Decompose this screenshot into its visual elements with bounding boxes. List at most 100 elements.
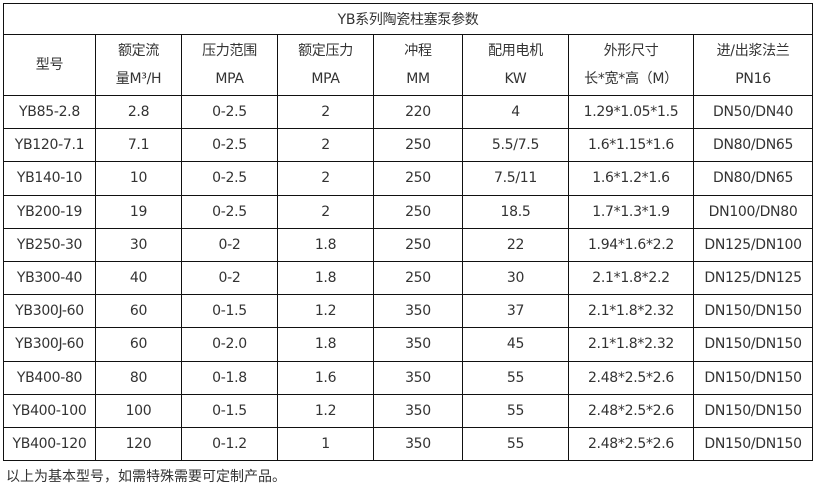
table-cell: YB400-80	[3, 360, 96, 395]
header-line-2: 量M³/H	[115, 71, 162, 87]
table-cell: 55	[462, 426, 569, 462]
table-cell: 120	[95, 426, 182, 462]
table-cell: 10	[95, 161, 182, 196]
table-cell: 0-2.5	[181, 94, 278, 130]
table-cell: 0-2	[181, 260, 278, 296]
table-cell: 60	[95, 294, 182, 329]
table-cell: DN80/DN65	[692, 128, 814, 163]
table-cell: DN150/DN150	[692, 360, 814, 395]
table-row: YB120-7.1 7.1 0-2.5 2 250 5.5/7.5 1.6*1.15*1.6…	[3, 128, 814, 163]
table-cell: 1.7*1.3*1.9	[568, 194, 694, 229]
table-title: YB系列陶瓷柱塞泵参数	[2, 3, 814, 35]
table-cell: 1.8	[277, 227, 374, 262]
table-cell: 100	[95, 393, 182, 428]
table-cell: 60	[95, 327, 182, 362]
column-header: 配用电机 KW	[462, 34, 569, 96]
header-line-2: MM	[406, 71, 430, 87]
table-cell: DN125/DN100	[692, 227, 814, 262]
table-cell: 250	[373, 227, 463, 262]
footnote: 以上为基本型号，如需特殊需要可定制产品。	[6, 469, 286, 485]
table-cell: DN80/DN65	[692, 161, 814, 196]
table-cell: 350	[373, 327, 463, 362]
header-line-1: 额定压力	[298, 43, 353, 59]
table-cell: 350	[373, 426, 463, 462]
table-cell: 0-2.5	[181, 161, 278, 196]
table-row: YB400-120 120 0-1.2 1 350 55 2.48*2.5*2.6 DN150…	[3, 426, 814, 462]
table-row: YB300J-60 60 0-2.0 1.8 350 45 2.1*1.8*2.32 DN15…	[3, 327, 814, 362]
table-cell: 2	[277, 161, 374, 196]
table-cell: 0-2.5	[181, 194, 278, 229]
table-cell: 18.5	[462, 194, 569, 229]
table-cell: 0-1.5	[181, 294, 278, 329]
table-row: YB300-40 40 0-2 1.8 250 30 2.1*1.8*2.2 DN125/DN…	[3, 260, 814, 296]
table-cell: 55	[462, 393, 569, 428]
table-cell: 2.48*2.5*2.6	[568, 426, 694, 462]
table-cell: 7.5/11	[462, 161, 569, 196]
table-cell: YB200-19	[3, 194, 96, 229]
table-row: YB300J-60 60 0-1.5 1.2 350 37 2.1*1.8*2.32 DN15…	[3, 294, 814, 329]
table-cell: YB250-30	[3, 227, 96, 262]
table-cell: DN150/DN150	[692, 393, 814, 428]
table-cell: 2.1*1.8*2.32	[568, 294, 694, 329]
table-cell: DN150/DN150	[692, 294, 814, 329]
column-header: 压力范围 MPA	[181, 34, 278, 96]
table-cell: 250	[373, 128, 463, 163]
table-cell: 1	[277, 426, 374, 462]
table-cell: 2	[277, 128, 374, 163]
table-cell: YB140-10	[3, 161, 96, 196]
column-header: 外形尺寸 长*宽*高（M）	[568, 34, 694, 96]
table-cell: YB400-120	[3, 426, 96, 462]
table-cell: 30	[95, 227, 182, 262]
header-line-1: 压力范围	[202, 43, 257, 59]
table-cell: 1.29*1.05*1.5	[568, 94, 694, 130]
table-cell: 0-1.2	[181, 426, 278, 462]
header-line-1: 型号	[35, 57, 64, 73]
table-cell: 2.8	[95, 94, 182, 130]
table-cell: 4	[462, 94, 569, 130]
table-row: YB400-100 100 0-1.5 1.2 350 55 2.48*2.5*2.6 DN1…	[3, 393, 814, 428]
table-row: YB400-80 80 0-1.8 1.6 350 55 2.48*2.5*2.6 DN150…	[3, 360, 814, 395]
table-cell: 2.48*2.5*2.6	[568, 360, 694, 395]
table-cell: 2	[277, 94, 374, 130]
table-cell: DN150/DN150	[692, 426, 814, 462]
header-line-2: MPA	[215, 71, 244, 87]
table-cell: 80	[95, 360, 182, 395]
table-row: YB85-2.8 2.8 0-2.5 2 220 4 1.29*1.05*1.5 DN50/D…	[3, 94, 814, 130]
header-row: 型号 额定流 量M³/H 压力范围 MPA 额定压力 MPA 冲程 MM 配用电机 KW 外形尺寸 长*…	[3, 34, 814, 96]
table-cell: 40	[95, 260, 182, 296]
column-header: 型号	[3, 34, 96, 96]
table-cell: 0-1.5	[181, 393, 278, 428]
table-cell: 45	[462, 327, 569, 362]
header-line-2: KW	[504, 71, 527, 87]
table-cell: 19	[95, 194, 182, 229]
table-row: YB250-30 30 0-2 1.8 250 22 1.94*1.6*2.2 DN125/D…	[3, 227, 814, 262]
table-cell: 2.48*2.5*2.6	[568, 393, 694, 428]
column-header: 额定流量M³/H	[95, 34, 182, 96]
column-header: 进/出浆法兰 PN16	[692, 34, 814, 96]
table-cell: 350	[373, 393, 463, 428]
table-cell: YB120-7.1	[3, 128, 96, 163]
header-line-1: 额定流	[117, 43, 160, 59]
table-cell: YB85-2.8	[3, 94, 96, 130]
pump-parameters-table: YB系列陶瓷柱塞泵参数 型号 额定流 量M³/H 压力范围 MPA 额定压力 MPA 冲程 MM…	[2, 3, 814, 462]
table-cell: DN150/DN150	[692, 327, 814, 362]
table-cell: YB300J-60	[3, 327, 96, 362]
table-row: YB140-10 10 0-2.5 2 250 7.5/11 1.6*1.2*1.6 DN80…	[3, 161, 814, 196]
table-cell: 1.8	[277, 260, 374, 296]
table-cell: 0-2	[181, 227, 278, 262]
table-cell: 7.1	[95, 128, 182, 163]
table-cell: DN100/DN80	[692, 194, 814, 229]
table-cell: YB400-100	[3, 393, 96, 428]
table-cell: 22	[462, 227, 569, 262]
table-cell: 1.94*1.6*2.2	[568, 227, 694, 262]
table-cell: 1.2	[277, 294, 374, 329]
table-cell: 350	[373, 360, 463, 395]
table-cell: DN50/DN40	[692, 94, 814, 130]
header-line-1: 进/出浆法兰	[716, 43, 790, 59]
table-cell: YB300-40	[3, 260, 96, 296]
table-cell: 250	[373, 194, 463, 229]
table-cell: 0-2.5	[181, 128, 278, 163]
table-cell: 55	[462, 360, 569, 395]
header-line-1: 外形尺寸	[603, 43, 659, 59]
table-cell: 37	[462, 294, 569, 329]
